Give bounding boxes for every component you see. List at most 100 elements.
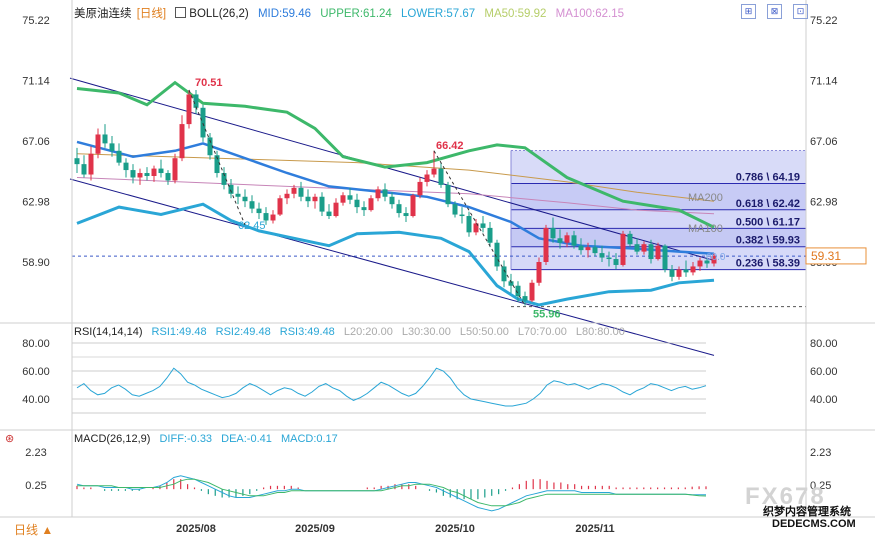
- candle-body: [277, 198, 283, 215]
- diff-line: [76, 475, 706, 512]
- x-tick-label: 2025/08: [176, 523, 216, 535]
- candle-body: [424, 174, 430, 182]
- boll-upper-value: UPPER:61.24: [320, 8, 392, 20]
- fib-zone: [511, 228, 806, 247]
- candle-body: [214, 155, 220, 174]
- candle-body: [704, 260, 710, 264]
- candle-body: [669, 269, 675, 277]
- fullscreen-tool-icon[interactable]: ⊡: [793, 4, 808, 19]
- candle-body: [543, 227, 549, 262]
- candle-body: [151, 168, 157, 176]
- ma100-label: MA100: [688, 223, 723, 235]
- watermark-site: 织梦内容管理系统: [763, 506, 851, 518]
- high-annotation: 70.51: [195, 77, 223, 89]
- candle-body: [613, 259, 619, 265]
- candle-body: [466, 216, 472, 233]
- zoom-tool-icon[interactable]: ⊠: [767, 4, 782, 19]
- candle-body: [662, 245, 668, 270]
- rsi-tick-left: 40.00: [22, 394, 50, 406]
- boll-upper-line: [76, 80, 715, 229]
- l50-value: L50:50.00: [459, 326, 509, 338]
- target-icon[interactable]: ⊛: [5, 433, 15, 445]
- boll-label: BOLL(26,2): [189, 8, 249, 20]
- candle-body: [144, 173, 150, 176]
- candle-body: [228, 184, 234, 194]
- boll-lower-value: LOWER:57.67: [401, 8, 476, 20]
- candle-body: [648, 244, 654, 260]
- candle-body: [326, 211, 332, 217]
- candle-body: [410, 195, 416, 217]
- macd-panel: [76, 475, 707, 512]
- candle-body: [305, 196, 311, 202]
- candle-body: [627, 233, 633, 245]
- rsi2-value: RSI2:49.48: [215, 326, 271, 338]
- rsi-tick-right: 80.00: [810, 338, 838, 350]
- rsi3-value: RSI3:49.48: [279, 326, 335, 338]
- fib-level-label: 0.382 \ 59.93: [736, 235, 800, 247]
- fib-level-label: 0.618 \ 62.42: [736, 198, 800, 210]
- x-tick-label: 2025/09: [295, 523, 335, 535]
- candle-body: [445, 184, 451, 205]
- price-tag-box: [805, 247, 867, 265]
- price-tag-value: 59.31: [811, 249, 841, 263]
- channel-upper-line: [69, 77, 715, 261]
- candle-body: [249, 201, 255, 209]
- fib-level-label: 0.500 \ 61.17: [736, 216, 800, 228]
- candle-body: [172, 158, 178, 181]
- candle-body: [95, 134, 101, 154]
- candle-body: [137, 173, 143, 178]
- crosshair-tool-icon[interactable]: ⊞: [741, 4, 756, 19]
- ma100-value: MA100:62.15: [555, 8, 625, 20]
- candle-body: [291, 187, 297, 194]
- y-tick-label-left: 67.06: [22, 136, 50, 148]
- mid-label: 60.0: [706, 252, 726, 263]
- candle-body: [200, 107, 206, 138]
- boll-checkbox-icon[interactable]: [175, 7, 187, 18]
- fibonacci-layer: 0.786 \ 64.19 0.618 \ 62.42 0.500 \ 61.17 0…: [510, 149, 806, 271]
- candle-body: [368, 198, 374, 211]
- candle-body: [417, 181, 423, 196]
- candle-body: [697, 260, 703, 267]
- candle-body: [487, 227, 493, 243]
- candle-body: [396, 204, 402, 214]
- candle-body: [501, 266, 507, 282]
- candle-body: [473, 223, 479, 233]
- candle-body: [158, 168, 164, 174]
- candle-body: [529, 282, 535, 301]
- candle-body: [284, 193, 290, 199]
- x-tick-label: 2025/10: [435, 523, 475, 535]
- fib-zone: [511, 150, 806, 184]
- candle-body: [438, 168, 444, 185]
- interval-label[interactable]: [日线]: [136, 8, 167, 20]
- candle-body: [361, 207, 367, 211]
- candle-body: [550, 227, 556, 239]
- interval-button[interactable]: 日线 ▲: [14, 523, 54, 537]
- macd-tick-right: 0.25: [810, 480, 831, 492]
- candle-body: [578, 245, 584, 251]
- l70-value: L70:70.00: [517, 326, 567, 338]
- candle-body: [340, 195, 346, 203]
- candle-body: [480, 223, 486, 228]
- boll-mid-line: [76, 140, 715, 255]
- candle-body: [564, 235, 570, 243]
- low-annotation: 55.96: [533, 309, 561, 321]
- candle-body: [123, 162, 129, 171]
- candle-body: [711, 255, 717, 264]
- dea-value: DEA:-0.41: [221, 433, 272, 445]
- candle-body: [382, 189, 388, 197]
- macd-tick-right: 2.23: [810, 447, 831, 459]
- y-tick-label-right: 67.06: [810, 136, 838, 148]
- candle-body: [109, 143, 115, 151]
- candle-body: [508, 281, 514, 286]
- fib-level-label: 0.786 \ 64.19: [736, 172, 800, 184]
- candle-body: [655, 245, 661, 260]
- candle-body: [431, 168, 437, 175]
- candle-body: [347, 195, 353, 200]
- dea-line: [77, 478, 707, 507]
- rsi-label: RSI(14,14,14): [74, 326, 143, 338]
- candle-body: [585, 247, 591, 251]
- candle-body: [634, 244, 640, 252]
- diff-value: DIFF:-0.33: [159, 433, 213, 445]
